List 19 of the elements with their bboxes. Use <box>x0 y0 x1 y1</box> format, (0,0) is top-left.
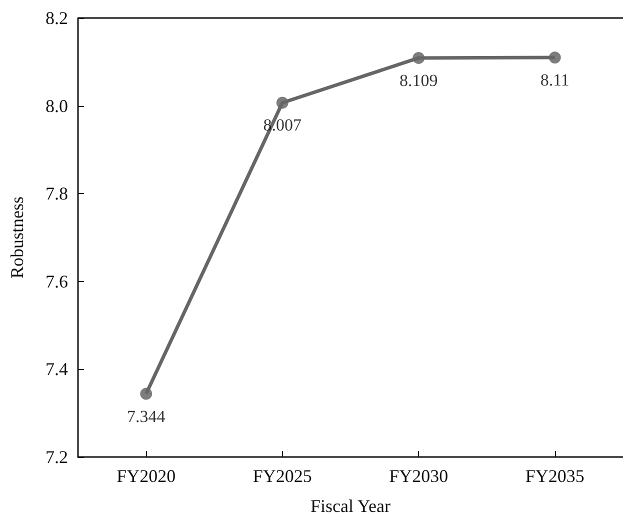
y-tick-label: 7.2 <box>46 447 68 467</box>
y-tick-label: 8.2 <box>46 8 68 28</box>
y-tick-label: 7.8 <box>46 184 68 204</box>
x-tick-label: FY2035 <box>525 466 584 486</box>
y-tick-label: 7.6 <box>46 271 68 292</box>
point <box>140 388 152 400</box>
x-tick-label: FY2030 <box>389 466 448 486</box>
point <box>548 52 561 64</box>
x-axis-title: Fiscal Year <box>310 496 391 516</box>
data-label: 7.344 <box>127 406 166 426</box>
point <box>276 96 288 109</box>
data-label: 8.11 <box>540 70 570 90</box>
x-tick-label: FY2025 <box>252 466 312 486</box>
y-tick-label: 8.0 <box>46 96 68 116</box>
y-axis-title: Robustness <box>7 196 27 279</box>
x-tick-label: FY2020 <box>116 466 176 486</box>
y-tick-label: 7.4 <box>46 359 68 380</box>
data-label: 8.109 <box>400 70 438 90</box>
point <box>412 52 425 64</box>
